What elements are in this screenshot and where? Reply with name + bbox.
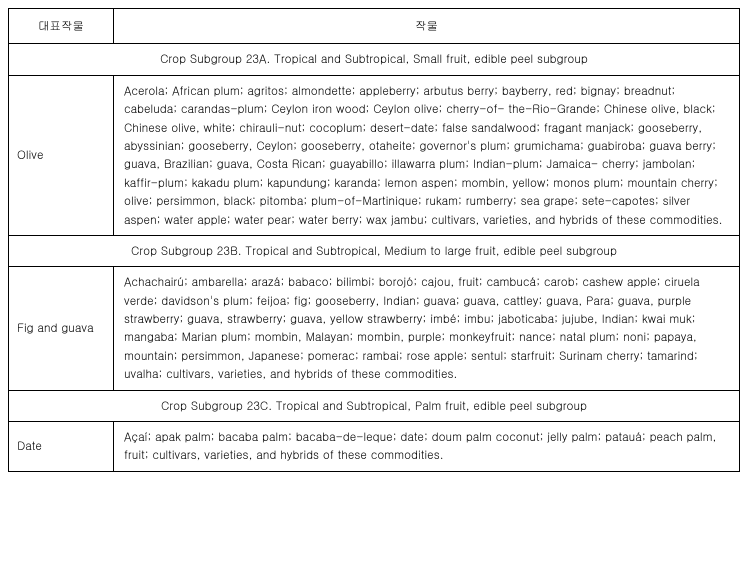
crops-list: Açaí; apak palm; bacaba palm; bacaba-de-… — [114, 422, 740, 472]
subgroup-23c-title-row: Crop Subgroup 23C. Tropical and Subtropi… — [9, 390, 740, 421]
subgroup-23a-data-row: Olive Acerola; African plum; agritos; al… — [9, 75, 740, 235]
table-header-row: 대표작물 작물 — [9, 9, 740, 44]
crops-list: Achachairú; ambarella; arazá; babaco; bi… — [114, 267, 740, 390]
representative-crop: Olive — [9, 75, 114, 235]
subgroup-23a-title-row: Crop Subgroup 23A. Tropical and Subtropi… — [9, 44, 740, 75]
subgroup-23b-title-row: Crop Subgroup 23B. Tropical and Subtropi… — [9, 235, 740, 266]
representative-crop: Fig and guava — [9, 267, 114, 390]
subgroup-title: Crop Subgroup 23C. Tropical and Subtropi… — [9, 390, 740, 421]
crop-subgroup-table: 대표작물 작물 Crop Subgroup 23A. Tropical and … — [8, 8, 740, 472]
subgroup-23b-data-row: Fig and guava Achachairú; ambarella; ara… — [9, 267, 740, 390]
subgroup-23c-data-row: Date Açaí; apak palm; bacaba palm; bacab… — [9, 422, 740, 472]
header-crops: 작물 — [114, 9, 740, 44]
header-representative: 대표작물 — [9, 9, 114, 44]
crops-list: Acerola; African plum; agritos; almondet… — [114, 75, 740, 235]
subgroup-title: Crop Subgroup 23B. Tropical and Subtropi… — [9, 235, 740, 266]
subgroup-title: Crop Subgroup 23A. Tropical and Subtropi… — [9, 44, 740, 75]
representative-crop: Date — [9, 422, 114, 472]
